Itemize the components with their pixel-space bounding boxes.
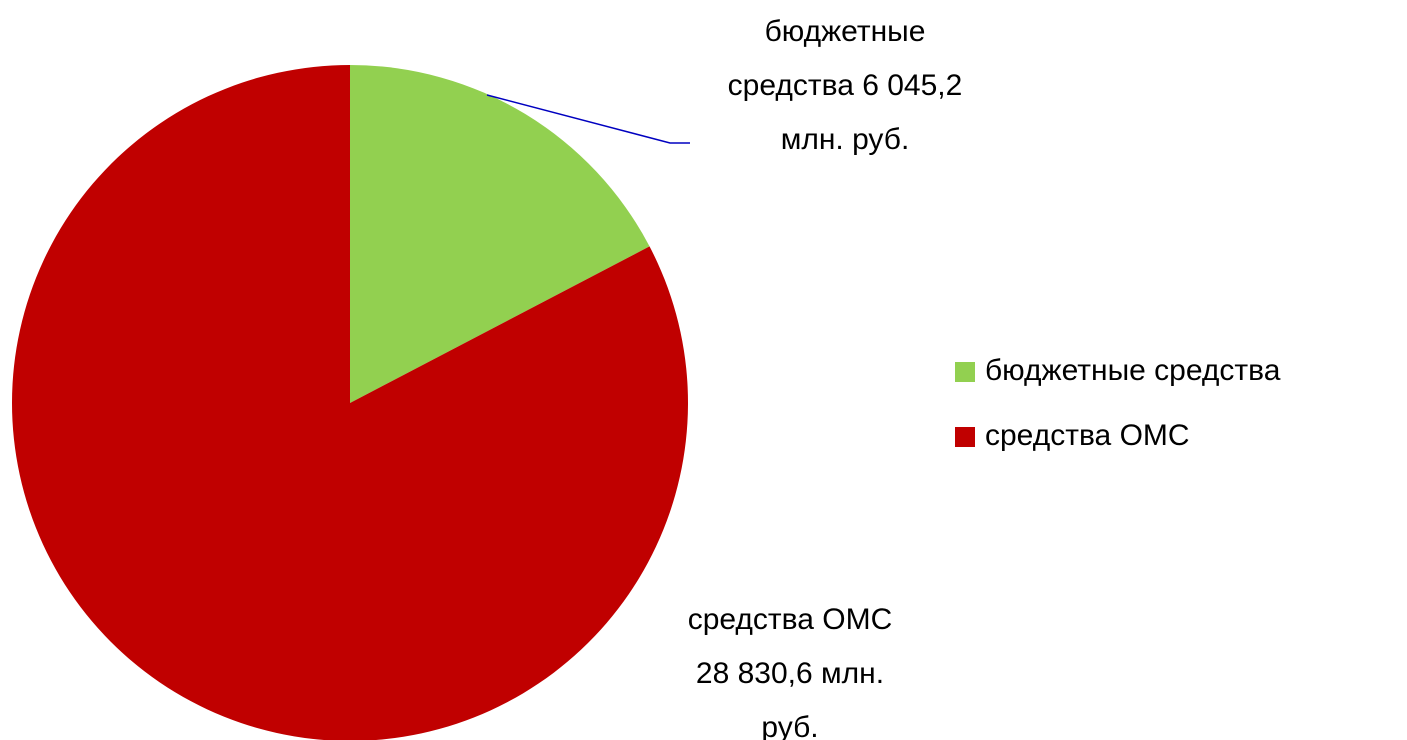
data-label: средства ОМС 28 830,6 млн. руб.	[687, 603, 893, 740]
legend-swatch	[955, 427, 975, 447]
data-label: бюджетные средства 6 045,2 млн. руб.	[727, 15, 963, 156]
pie-slice	[12, 65, 688, 740]
legend-swatch	[955, 362, 975, 382]
legend-label: бюджетные средства	[985, 354, 1281, 387]
pie-slice	[350, 65, 650, 403]
legend-label: средства ОМС	[985, 419, 1190, 452]
leader-line	[486, 94, 690, 144]
